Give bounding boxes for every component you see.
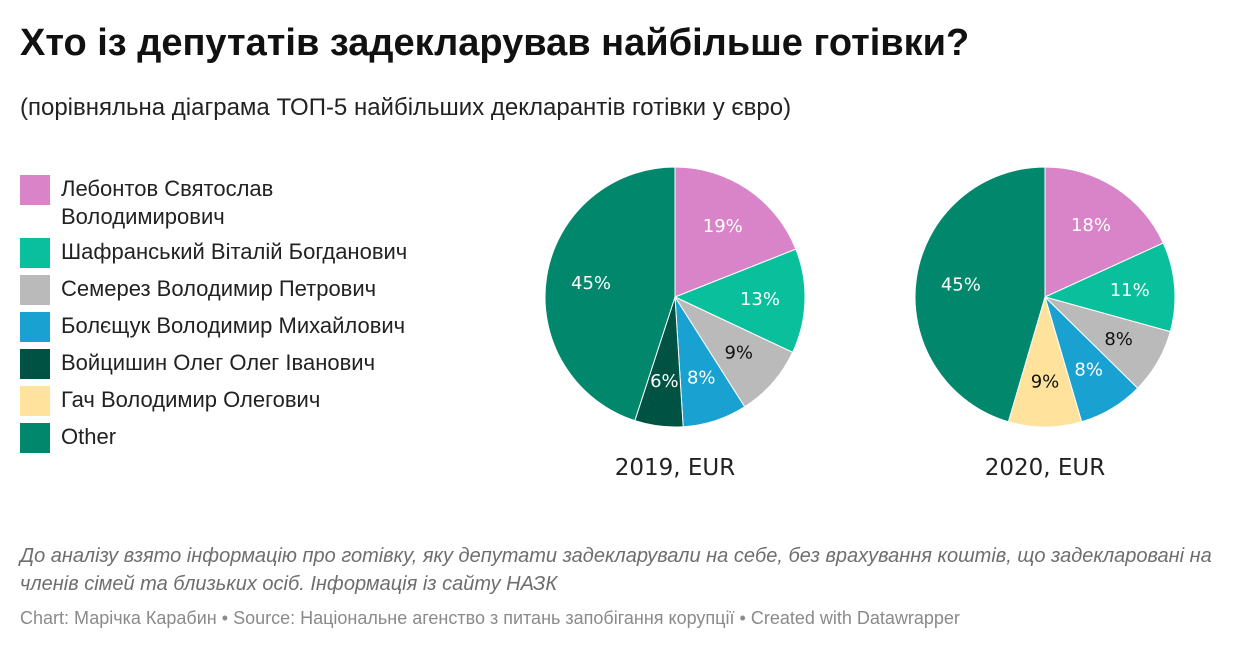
- legend-swatch: [20, 175, 50, 205]
- legend-item: Войцишин Олег Олег Іванович: [20, 349, 490, 379]
- slice-label: 18%: [1071, 215, 1111, 236]
- legend-item: Болєщук Володимир Михайлович: [20, 312, 490, 342]
- pie-slice: [674, 166, 797, 298]
- pie-caption: 2019, EUR: [615, 455, 736, 481]
- byline-source: Source: Національне агенство з питань за…: [233, 608, 735, 628]
- slice-label: 8%: [687, 367, 716, 388]
- pie-slice: [914, 166, 1046, 423]
- slice-label: 8%: [1074, 359, 1103, 380]
- legend-label: Шафранський Віталій Богданович: [61, 239, 408, 264]
- chart-title: Хто із депутатів задекларував найбільше …: [20, 22, 970, 64]
- pie-slice: [1043, 242, 1176, 333]
- slice-label: 11%: [1110, 280, 1150, 301]
- byline: Chart: Марічка Карабин • Source: Націона…: [20, 608, 960, 629]
- legend-label: Болєщук Володимир Михайлович: [61, 313, 406, 338]
- chart-subtitle: (порівняльна діаграма ТОП-5 найбільших д…: [20, 94, 792, 121]
- legend-item: Гач Володимир Олегович: [20, 386, 490, 416]
- legend-swatch: [20, 312, 50, 342]
- slice-label: 9%: [1031, 372, 1060, 393]
- slice-label: 6%: [650, 371, 679, 392]
- slice-label: 19%: [703, 216, 743, 237]
- pie-chart: 19% 13% 9% 8% 6% 45% 2019, EUR: [544, 166, 806, 481]
- chart-notes: До аналізу взято інформацію про готівку,…: [20, 545, 1212, 595]
- legend-label: Лебонтов Святослав Володимирович: [61, 176, 274, 229]
- pie-slice: [1044, 166, 1164, 298]
- legend-swatch: [20, 349, 50, 379]
- byline-separator: •: [739, 608, 746, 628]
- slice-label: 13%: [740, 289, 780, 310]
- slice-label: 45%: [941, 274, 981, 295]
- legend-swatch: [20, 423, 50, 453]
- legend-label: Other: [61, 424, 117, 449]
- pie-caption: 2020, EUR: [985, 455, 1106, 481]
- byline-chart: Chart: Марічка Карабин: [20, 608, 217, 628]
- slice-label: 9%: [724, 343, 753, 364]
- pie-slice: [673, 248, 806, 354]
- pie-chart: 18% 11% 8%8% 9% 45% 2020, EUR: [914, 166, 1176, 481]
- legend-label: Гач Володимир Олегович: [61, 387, 321, 412]
- slice-label: 8%: [1104, 329, 1133, 350]
- legend-label: Войцишин Олег Олег Іванович: [61, 350, 376, 375]
- legend-item: Шафранський Віталій Богданович: [20, 238, 490, 268]
- byline-created: Created with Datawrapper: [750, 608, 960, 628]
- legend-item: Other: [20, 423, 490, 453]
- legend: Лебонтов Святослав Володимирович Шафрансь…: [20, 175, 490, 460]
- legend-swatch: [20, 275, 50, 305]
- pie-slice: [544, 166, 676, 422]
- legend-label: Семерез Володимир Петрович: [61, 276, 377, 301]
- byline-separator: •: [221, 608, 229, 628]
- legend-item: Семерез Володимир Петрович: [20, 275, 490, 305]
- legend-swatch: [20, 238, 50, 268]
- legend-item: Лебонтов Святослав Володимирович: [20, 175, 490, 231]
- slice-label: 45%: [571, 273, 611, 294]
- legend-swatch: [20, 386, 50, 416]
